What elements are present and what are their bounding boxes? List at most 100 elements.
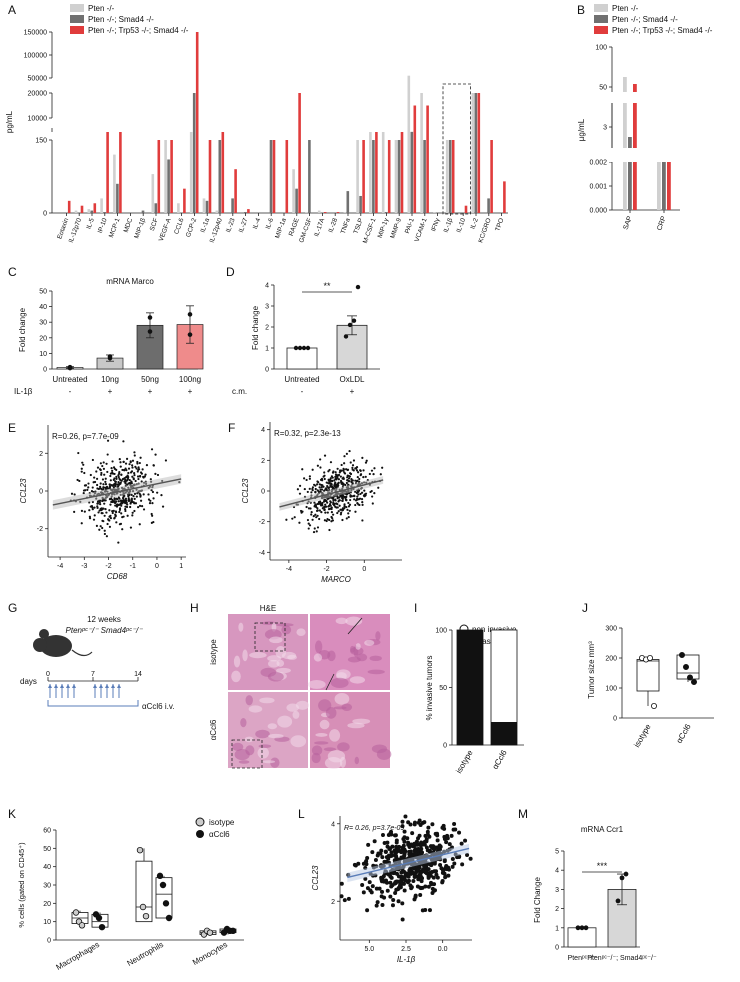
- arrow-annotation: [325, 673, 335, 691]
- data-point: [370, 884, 375, 889]
- data-point: [349, 461, 352, 464]
- data-point: [130, 470, 134, 473]
- data-point: [444, 840, 449, 845]
- data-point: [114, 513, 117, 516]
- x-tick-label: MIP-1β: [133, 217, 147, 239]
- data-point: [88, 515, 91, 518]
- legend-label: Pten -/-; Smad4 -/-: [88, 15, 154, 24]
- data-point: [438, 844, 443, 849]
- data-point: [93, 506, 96, 509]
- data-point: [430, 890, 435, 895]
- data-point: [131, 514, 134, 517]
- data-point: [388, 874, 393, 879]
- x-tick-label: αCcl6: [491, 748, 509, 771]
- data-point: [128, 463, 131, 466]
- data-point: [339, 508, 342, 511]
- data-point: [308, 487, 311, 490]
- data-point: [314, 484, 317, 487]
- data-point: [346, 468, 350, 471]
- data-point: [113, 472, 116, 476]
- tissue-region: [238, 760, 250, 764]
- x-tick-label: SCF: [149, 217, 160, 232]
- legend-swatch: [594, 4, 608, 12]
- data-point: [104, 477, 107, 480]
- data-point: [347, 322, 353, 328]
- data-point: [337, 478, 341, 481]
- data-point: [117, 500, 120, 503]
- x-tick-label: -4: [57, 563, 63, 570]
- arrow-head: [105, 684, 109, 688]
- data-point: [108, 509, 111, 512]
- y-tick-label: 30: [39, 320, 47, 327]
- panel-e: E -4 -3 -2 -1 0 1 -2 0 2 CD68 CCL23 R=0.26, p=7.7e-0…: [8, 421, 186, 581]
- y-tick-label: -4: [259, 550, 265, 557]
- bar: [292, 169, 295, 213]
- x-tick-label: OxLDL: [340, 375, 365, 384]
- data-point: [651, 703, 658, 710]
- data-point: [310, 513, 313, 516]
- timeline-label: days: [20, 677, 37, 686]
- x-tick-label: IL-28: [327, 217, 339, 234]
- bar: [106, 131, 109, 213]
- bar: [607, 889, 637, 948]
- data-point: [307, 527, 310, 530]
- y-tick-label: 3: [555, 887, 559, 894]
- data-point: [113, 498, 116, 501]
- data-point: [615, 898, 621, 904]
- data-point: [152, 464, 155, 467]
- y-tick-label: -2: [259, 519, 265, 526]
- x-tick-label: 10ng: [101, 375, 119, 384]
- data-point: [150, 512, 153, 516]
- bar: [457, 630, 483, 745]
- data-point: [364, 492, 368, 495]
- data-point: [110, 467, 113, 470]
- y-tick-label: 0.000: [589, 208, 607, 215]
- y-tick-label: 2: [555, 906, 559, 913]
- data-point: [372, 839, 377, 844]
- data-point: [318, 509, 321, 512]
- data-point: [424, 871, 429, 876]
- tissue-region: [375, 631, 381, 641]
- treatment-bracket: [47, 700, 139, 707]
- y-tick-label: 50: [43, 846, 51, 853]
- data-point: [422, 863, 427, 868]
- data-point: [145, 464, 149, 467]
- tissue-region: [238, 622, 244, 632]
- x-tick-label: 50ng: [141, 375, 159, 384]
- data-point: [406, 872, 411, 877]
- data-point: [114, 510, 118, 513]
- data-point: [99, 482, 102, 485]
- data-point: [348, 449, 351, 453]
- data-point: [392, 833, 397, 838]
- y-tick-label: 0: [261, 489, 265, 496]
- data-point: [365, 886, 370, 891]
- data-point: [325, 488, 328, 492]
- tissue-region: [248, 705, 263, 713]
- bar: [662, 162, 666, 210]
- x-tick-label: RAGE: [288, 217, 301, 237]
- mouse-tail: [71, 649, 93, 657]
- highlight-box: [442, 83, 472, 215]
- data-point: [413, 893, 418, 898]
- bar: [633, 84, 637, 210]
- legend-swatch: [594, 26, 608, 34]
- tissue-region: [269, 636, 283, 644]
- x-tick-label: IL-6: [265, 217, 276, 230]
- data-point: [371, 502, 374, 505]
- data-point: [99, 503, 102, 506]
- zoom-box: [254, 622, 286, 652]
- data-point: [123, 469, 126, 472]
- data-point: [426, 825, 431, 830]
- data-point: [357, 493, 360, 496]
- timeline-tick-label: 7: [91, 671, 95, 678]
- data-point: [361, 519, 364, 522]
- annotation: R=0.26, p=7.7e-09: [52, 432, 119, 441]
- data-point: [307, 522, 310, 525]
- data-point: [118, 470, 121, 474]
- data-point: [379, 473, 382, 476]
- data-point: [360, 491, 364, 494]
- bar: [90, 210, 94, 213]
- data-point: [118, 523, 122, 526]
- data-point: [361, 503, 364, 506]
